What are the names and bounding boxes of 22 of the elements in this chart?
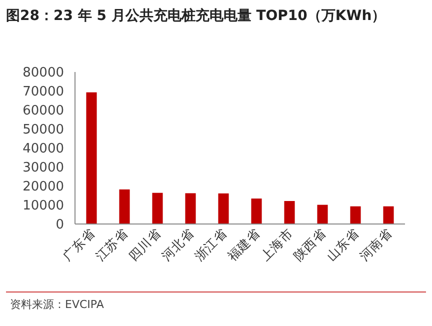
y-tick-label: 50000 [22,122,64,138]
bar [317,204,328,224]
y-tick-label: 80000 [22,66,64,80]
bar [350,206,361,224]
bar [383,206,394,224]
bar [86,92,97,224]
text: 资料来源：EVCIPA [10,298,104,311]
bar [152,192,163,224]
y-tick-label: 30000 [22,160,64,176]
y-tick-label: 10000 [22,198,64,214]
bar [284,201,295,224]
chart-title: 图28：23 年 5 月公共充电桩充电电量 TOP10（万KWh） [6,7,386,24]
bar [251,198,262,224]
x-tick-label: 陕西省 [290,226,329,264]
y-tick-label: 20000 [22,180,64,194]
bar [119,189,130,224]
y-tick-label: 40000 [22,142,64,156]
y-tick-label: 0 [56,218,64,232]
y-tick-label: 60000 [22,104,64,118]
bar [185,193,196,224]
bar [218,193,229,224]
y-tick-label: 70000 [22,84,64,100]
